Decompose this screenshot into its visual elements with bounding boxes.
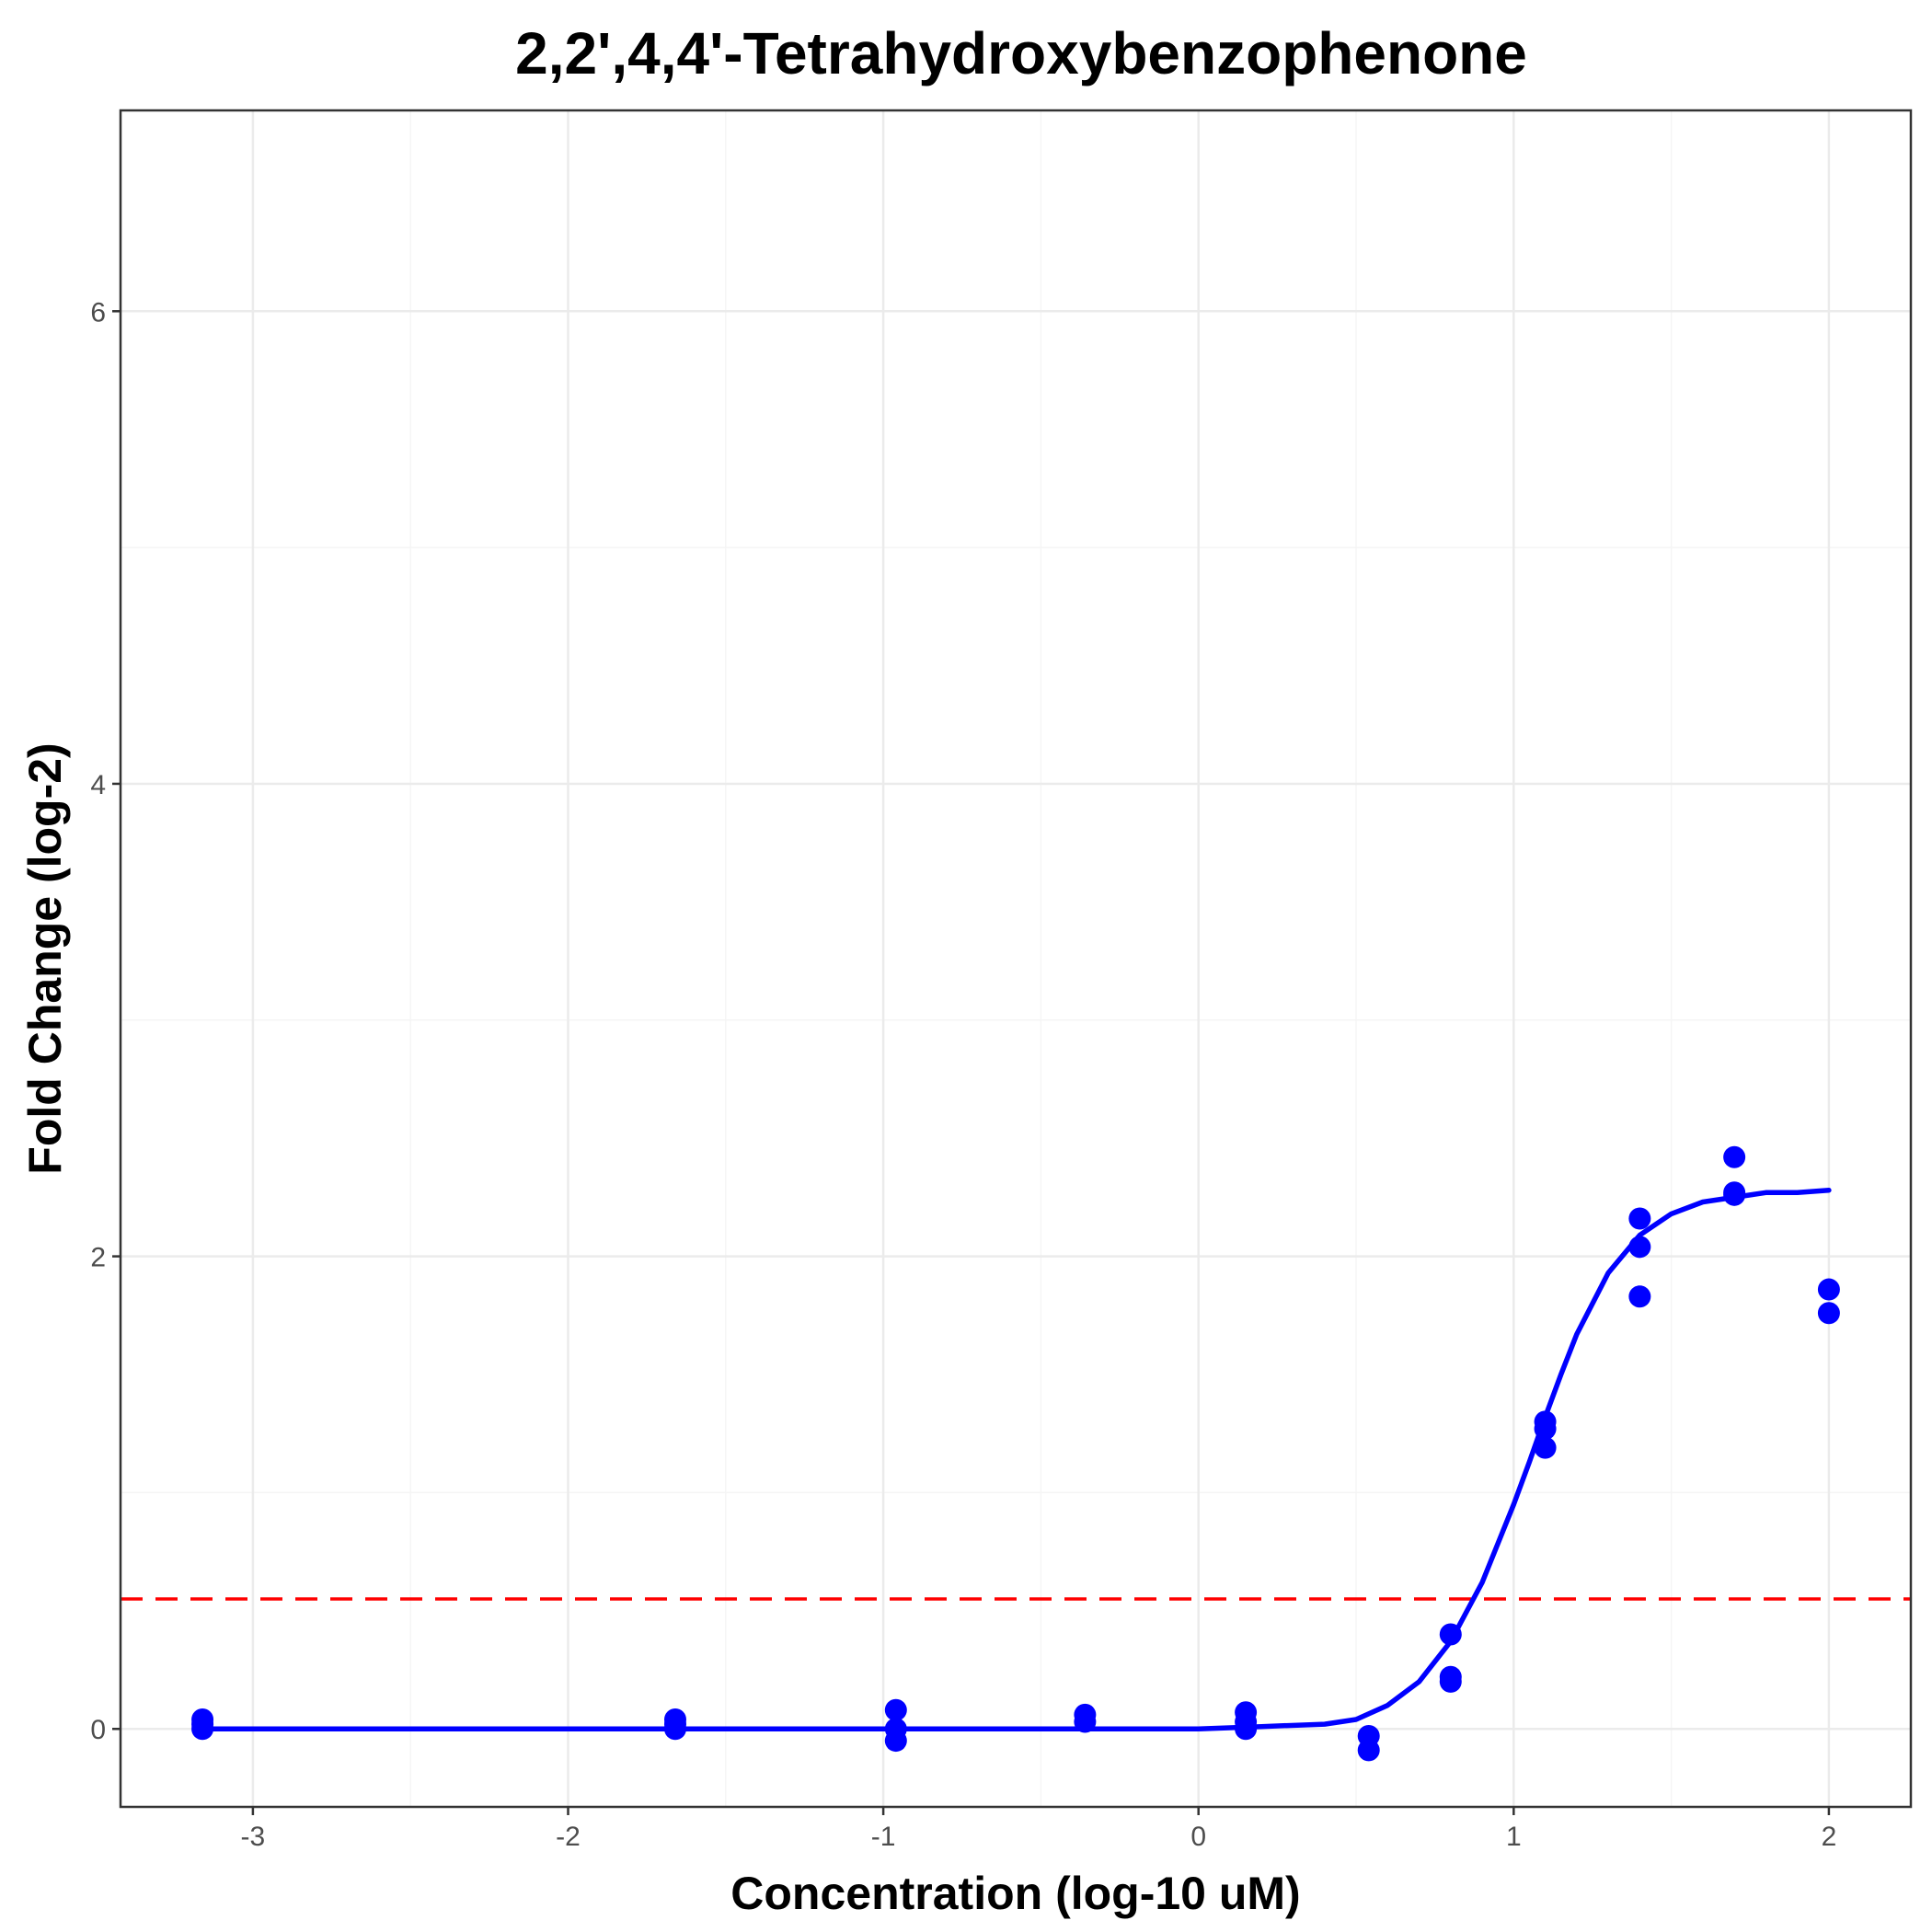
x-axis-ticks: -3 -2 -1 0 1 2	[241, 1807, 1837, 1852]
data-point	[1723, 1145, 1746, 1168]
data-point	[1074, 1710, 1097, 1733]
x-tick-label: 2	[1822, 1822, 1837, 1852]
x-tick-label: -3	[241, 1822, 266, 1852]
x-tick-label: 0	[1190, 1822, 1206, 1852]
data-point	[1628, 1207, 1651, 1230]
x-tick-label: -2	[556, 1822, 581, 1852]
data-point	[191, 1718, 214, 1741]
data-point	[1628, 1285, 1651, 1308]
y-tick-label: 4	[90, 770, 106, 800]
y-axis-ticks: 0 2 4 6	[90, 297, 121, 1745]
data-point	[1817, 1278, 1840, 1301]
y-tick-label: 2	[90, 1243, 106, 1273]
data-point	[1534, 1418, 1557, 1441]
chart-title: 2,2',4,4'-Tetrahydroxybenzophenone	[515, 20, 1527, 86]
major-gridlines	[121, 110, 1911, 1807]
data-point	[884, 1698, 907, 1721]
y-axis-title: Fold Change (log-2)	[19, 742, 71, 1174]
data-point	[1235, 1718, 1258, 1741]
data-point	[1439, 1623, 1462, 1646]
y-tick-label: 6	[90, 297, 106, 328]
y-tick-label: 0	[90, 1715, 106, 1745]
data-point	[1357, 1739, 1380, 1762]
fit-curve-line	[200, 1187, 1832, 1731]
data-point	[663, 1718, 686, 1741]
data-point	[884, 1730, 907, 1753]
x-axis-title: Concentration (log-10 uM)	[730, 1868, 1300, 1919]
data-point	[1817, 1302, 1840, 1325]
minor-gridlines	[121, 110, 1911, 1807]
data-point	[1723, 1183, 1746, 1206]
x-tick-label: -1	[871, 1822, 896, 1852]
data-point	[1439, 1670, 1462, 1693]
fit-curve	[200, 1187, 1832, 1731]
data-point	[1534, 1436, 1557, 1459]
data-points	[191, 1145, 1840, 1762]
panel-border	[119, 109, 1913, 1809]
x-tick-label: 1	[1506, 1822, 1522, 1852]
data-point	[1628, 1236, 1651, 1259]
